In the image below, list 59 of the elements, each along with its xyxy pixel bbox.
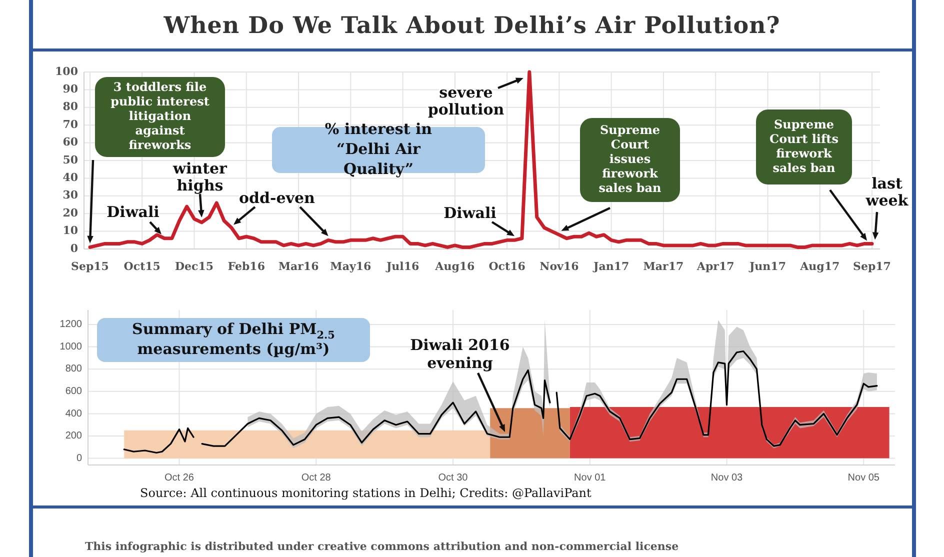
y-tick-label: 600 bbox=[65, 386, 82, 398]
x-tick-label: Mar17 bbox=[643, 260, 684, 273]
x-tick-label: Nov 03 bbox=[710, 472, 744, 484]
x-tick-label: Sep17 bbox=[853, 260, 891, 273]
x-tick-label: Dec15 bbox=[174, 260, 214, 273]
y-tick-label: 0 bbox=[76, 452, 82, 464]
y-tick-label: 40 bbox=[62, 171, 78, 184]
y-tick-label: 100 bbox=[55, 64, 78, 78]
annotation: severe pollution bbox=[428, 83, 504, 118]
x-tick-label: Feb16 bbox=[228, 260, 266, 273]
y-tick-label: 30 bbox=[62, 188, 78, 202]
x-tick-label: Sep15 bbox=[71, 260, 109, 273]
x-tick-label: Mar16 bbox=[278, 260, 320, 273]
callout: Supreme Court issues firework sales ban bbox=[580, 118, 680, 202]
y-tick-label: 1000 bbox=[60, 341, 82, 352]
x-tick-label: Oct 26 bbox=[164, 472, 194, 484]
y-tick-label: 10 bbox=[62, 224, 78, 238]
x-tick-label: Nov 01 bbox=[574, 472, 606, 484]
x-tick-label: May16 bbox=[330, 260, 372, 273]
annotation: last week bbox=[864, 174, 909, 210]
chart-title: When Do We Talk About Delhi’s Air Pollution? bbox=[162, 12, 780, 39]
x-tick-label: Jul16 bbox=[385, 260, 420, 273]
x-tick-label: Aug17 bbox=[799, 260, 840, 273]
annotation: Supreme Court issues firework sales ban bbox=[598, 123, 662, 196]
callout: % interest in “Delhi Air Quality” bbox=[272, 120, 485, 178]
x-tick-label: Nov16 bbox=[540, 260, 580, 273]
x-tick-label: Oct 30 bbox=[438, 472, 468, 484]
callout: Supreme Court lifts firework sales ban bbox=[756, 110, 852, 184]
annotation: 3 toddlers file public interest litigation against fireworks bbox=[110, 80, 210, 152]
x-tick-label: Oct15 bbox=[124, 260, 160, 273]
x-tick-label: Aug16 bbox=[434, 260, 476, 273]
text: This infographic is distributed under creative commons attribution and non-commercial license bbox=[85, 540, 679, 553]
y-tick-label: 400 bbox=[65, 408, 82, 420]
source-note: Source: All continuous monitoring stations in Delhi; Credits: @PallaviPant bbox=[140, 486, 592, 500]
y-tick-label: 60 bbox=[62, 136, 78, 149]
y-tick-label: 50 bbox=[62, 153, 78, 166]
annotation: odd-even bbox=[239, 188, 316, 207]
x-tick-label: Oct16 bbox=[488, 260, 526, 273]
x-tick-label: Apr17 bbox=[696, 260, 734, 273]
y-tick-label: 20 bbox=[62, 206, 78, 220]
y-tick-label: 90 bbox=[62, 82, 78, 96]
x-tick-label: Jan17 bbox=[592, 260, 630, 273]
y-tick-label: 800 bbox=[65, 364, 82, 375]
annotation: Supreme Court lifts firework sales ban bbox=[770, 117, 839, 175]
y-tick-label: 1200 bbox=[60, 319, 82, 330]
annotation: Diwali bbox=[106, 202, 160, 221]
x-tick-label: Jun17 bbox=[748, 260, 786, 273]
annotation: winter highs bbox=[172, 159, 228, 194]
x-tick-label: Oct 28 bbox=[301, 472, 332, 484]
x-tick-label: Nov 05 bbox=[848, 472, 880, 484]
y-tick-label: 70 bbox=[62, 118, 78, 131]
annotation: Diwali 2016 evening bbox=[410, 336, 510, 372]
annotation: Diwali bbox=[444, 204, 497, 222]
text: % interest in “Delhi Air Quality” bbox=[324, 120, 432, 178]
callout: 3 toddlers file public interest litigation against fireworks bbox=[95, 77, 225, 157]
y-tick-label: 0 bbox=[70, 242, 78, 255]
y-tick-label: 80 bbox=[62, 100, 78, 114]
callout: Summary of Delhi PM$_{2.5}$ measurements (µg/m³) bbox=[97, 318, 370, 362]
y-tick-label: 200 bbox=[65, 430, 82, 442]
